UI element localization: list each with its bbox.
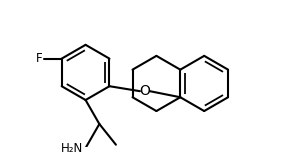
Text: F: F: [36, 52, 42, 65]
Text: H₂N: H₂N: [61, 142, 83, 155]
Text: O: O: [139, 84, 150, 98]
